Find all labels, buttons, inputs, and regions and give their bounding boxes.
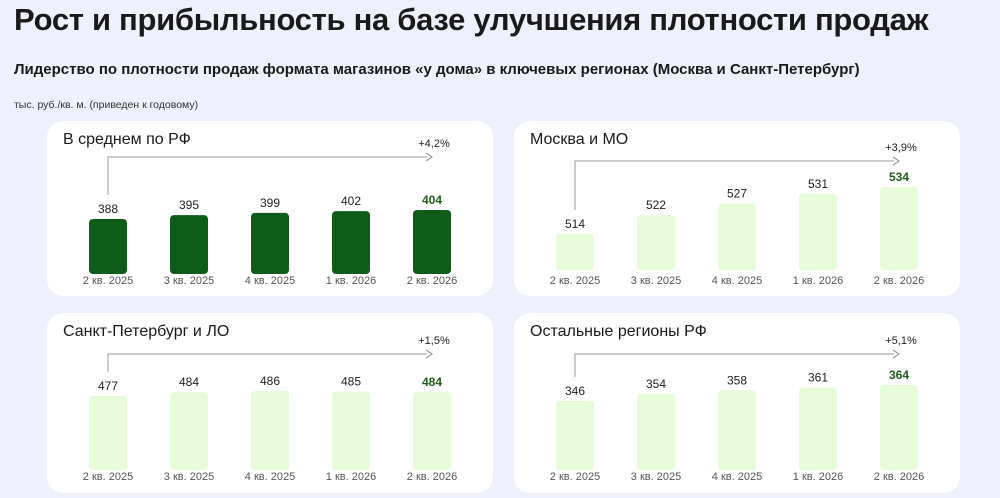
data-label: 364 xyxy=(889,368,909,382)
chart-svg: 514 2 кв. 2025 522 3 кв. 2025 527 4 кв. 2025 5… xyxy=(550,142,924,287)
bar xyxy=(799,194,837,270)
chart-title: В среднем по РФ xyxy=(63,131,191,148)
category-label: 2 кв. 2026 xyxy=(874,275,924,287)
chart-svg: 388 2 кв. 2025 395 3 кв. 2025 399 4 кв. 2025 4… xyxy=(83,138,457,287)
category-label: 2 кв. 2025 xyxy=(83,275,133,287)
growth-arrow-head xyxy=(892,349,901,359)
bar xyxy=(718,390,756,470)
bar xyxy=(637,215,675,270)
bar xyxy=(637,393,675,470)
bar xyxy=(799,387,837,470)
chart-title: Санкт-Петербург и ЛО xyxy=(63,323,230,340)
category-label: 2 кв. 2026 xyxy=(874,471,924,483)
bar xyxy=(170,392,208,470)
category-label: 1 кв. 2026 xyxy=(326,471,376,483)
category-label: 3 кв. 2025 xyxy=(164,471,214,483)
data-label: 484 xyxy=(179,375,199,389)
category-label: 1 кв. 2026 xyxy=(793,471,843,483)
data-label: 388 xyxy=(98,202,118,216)
data-label: 358 xyxy=(727,373,747,387)
growth-arrow-head xyxy=(425,152,434,162)
data-label: 486 xyxy=(260,374,280,388)
growth-arrow-line xyxy=(574,353,894,377)
bar xyxy=(413,392,451,470)
growth-arrow-line xyxy=(107,156,427,195)
page-subtitle: Лидерство по плотности продаж формата ма… xyxy=(14,61,860,78)
bar xyxy=(170,215,208,274)
data-label: 477 xyxy=(98,379,118,393)
data-label: 531 xyxy=(808,177,828,191)
data-label: 361 xyxy=(808,371,828,385)
growth-label: +5,1% xyxy=(885,335,917,347)
data-label: 485 xyxy=(341,375,361,389)
bar xyxy=(251,212,289,274)
growth-label: +1,5% xyxy=(418,335,450,347)
data-label: 522 xyxy=(646,198,666,212)
data-label: 484 xyxy=(422,375,442,389)
chart-card-spb: Санкт-Петербург и ЛО 477 2 кв. 2025 484 3 к… xyxy=(47,313,493,493)
bar xyxy=(556,401,594,470)
category-label: 4 кв. 2025 xyxy=(712,471,762,483)
category-label: 3 кв. 2025 xyxy=(631,471,681,483)
category-label: 2 кв. 2025 xyxy=(83,471,133,483)
bar xyxy=(718,203,756,270)
chart-svg: 346 2 кв. 2025 354 3 кв. 2025 358 4 кв. 2025 3… xyxy=(550,335,924,483)
unit-note: тыс. руб./кв. м. (приведен к годовому) xyxy=(14,99,199,111)
data-label: 527 xyxy=(727,186,747,200)
category-label: 3 кв. 2025 xyxy=(164,275,214,287)
data-label: 346 xyxy=(565,384,585,398)
data-label: 402 xyxy=(341,194,361,208)
category-label: 1 кв. 2026 xyxy=(326,275,376,287)
chart-svg: 477 2 кв. 2025 484 3 кв. 2025 486 4 кв. 2025 4… xyxy=(83,335,457,483)
category-label: 3 кв. 2025 xyxy=(631,275,681,287)
chart-title: Москва и МО xyxy=(530,131,629,148)
chart-title: Остальные регионы РФ xyxy=(530,323,707,340)
category-label: 2 кв. 2025 xyxy=(550,471,600,483)
category-label: 4 кв. 2025 xyxy=(245,471,295,483)
bar xyxy=(880,385,918,470)
growth-arrow-head xyxy=(425,349,434,359)
page-title: Рост и прибыльность на базе улучшения пл… xyxy=(14,2,929,37)
data-label: 399 xyxy=(260,196,280,210)
bar xyxy=(413,210,451,274)
chart-card-moscow: Москва и МО 514 2 кв. 2025 522 3 кв. 2025 52… xyxy=(514,121,960,296)
chart-card-other-regions: Остальные регионы РФ 346 2 кв. 2025 354 3 к… xyxy=(514,313,960,493)
category-label: 1 кв. 2026 xyxy=(793,275,843,287)
data-label: 514 xyxy=(565,217,585,231)
category-label: 2 кв. 2026 xyxy=(407,471,457,483)
bar xyxy=(880,187,918,270)
category-label: 2 кв. 2025 xyxy=(550,275,600,287)
growth-arrow-line xyxy=(107,353,427,372)
bar xyxy=(556,234,594,270)
category-label: 4 кв. 2025 xyxy=(712,275,762,287)
bar xyxy=(89,396,127,470)
bar xyxy=(89,219,127,274)
bar xyxy=(332,211,370,274)
data-label: 395 xyxy=(179,198,199,212)
data-label: 404 xyxy=(422,193,442,207)
growth-arrow-head xyxy=(892,156,901,166)
growth-arrow-line xyxy=(574,160,894,210)
data-label: 354 xyxy=(646,377,666,391)
data-label: 534 xyxy=(889,170,909,184)
chart-card-russia-average: В среднем по РФ 388 2 кв. 2025 395 3 кв. 20… xyxy=(47,121,493,296)
category-label: 4 кв. 2025 xyxy=(245,275,295,287)
category-label: 2 кв. 2026 xyxy=(407,275,457,287)
bar xyxy=(251,391,289,470)
growth-label: +3,9% xyxy=(885,142,917,154)
bar xyxy=(332,391,370,470)
growth-label: +4,2% xyxy=(418,138,450,150)
